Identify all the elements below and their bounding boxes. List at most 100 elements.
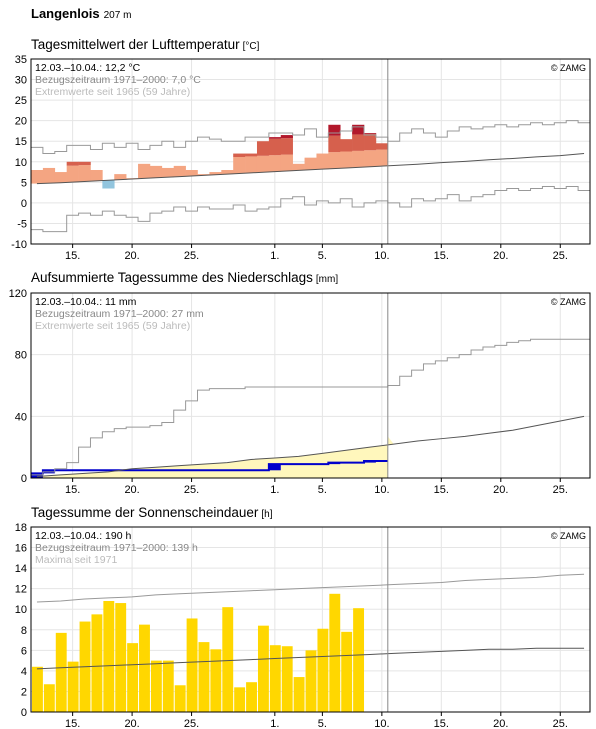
temp-x-tick-label: 1. xyxy=(270,250,279,262)
sun-bar xyxy=(222,607,234,712)
temp-normal-line xyxy=(36,153,585,185)
sun-bar xyxy=(43,684,55,712)
temp-legend-entry: Extremwerte seit 1965 (59 Jahre) xyxy=(35,86,190,98)
precip-y-tick-label: 40 xyxy=(15,411,27,423)
temp-anomaly-bar xyxy=(268,138,282,156)
sun-x-tick-label: 5. xyxy=(318,718,327,729)
sunshine-title-text: Tagessumme der Sonnenscheindauer xyxy=(31,505,259,520)
temp-anomaly-bar xyxy=(340,151,353,168)
precip-legend-entry: Extremwerte seit 1965 (59 Jahre) xyxy=(35,320,190,332)
temp-anomaly-bar xyxy=(197,174,210,176)
sun-x-tick-label: 25. xyxy=(553,718,568,729)
sun-bar xyxy=(234,687,246,712)
temp-anomaly-bar xyxy=(114,174,127,180)
temp-anomaly-bar xyxy=(233,153,246,158)
sun-x-tick-label: 15. xyxy=(434,718,449,729)
precip-x-tick-label: 20. xyxy=(124,484,139,496)
temp-y-tick-label: 35 xyxy=(15,54,27,66)
sun-y-tick-label: 18 xyxy=(15,522,27,534)
sun-x-tick-label: 20. xyxy=(493,718,508,729)
temp-x-tick-label: 10. xyxy=(374,250,389,262)
temp-y-tick-label: 25 xyxy=(15,95,27,107)
temp-y-tick-label: -10 xyxy=(11,239,27,251)
precip-legend-entry: 12.03.–10.04.: 11 mm xyxy=(35,296,137,308)
temp-anomaly-bar xyxy=(31,170,44,184)
temp-anomaly-bar xyxy=(138,163,151,179)
sun-bar xyxy=(127,643,139,712)
temp-anomaly-bar xyxy=(352,134,365,151)
sunshine-chart-title: Tagessumme der Sonnenscheindauer [h] xyxy=(31,505,273,520)
precip-x-tick-label: 25. xyxy=(553,484,568,496)
temp-x-tick-label: 15. xyxy=(434,250,449,262)
temp-anomaly-bar xyxy=(292,163,305,171)
sun-copyright: © ZAMG xyxy=(551,531,586,541)
temp-anomaly-bar xyxy=(149,165,163,178)
precipitation-chart: 0 40 80 120 15. 20. 25. 1. 5. 10. 15. 20. 25. 12.03.–… xyxy=(9,288,591,496)
temp-anomaly-bar xyxy=(280,154,293,172)
station-altitude: 207 m xyxy=(103,10,132,21)
temp-anomaly-bar xyxy=(328,152,341,169)
temp-anomaly-bar xyxy=(280,138,293,155)
precip-x-tick-label: 1. xyxy=(270,484,279,496)
temp-legend-entry: 12.03.–10.04.: 12,2 °C xyxy=(35,62,141,74)
station-name: Langenlois xyxy=(31,6,100,21)
sun-bar xyxy=(353,608,365,712)
temp-anomaly-bar xyxy=(233,157,246,174)
temp-anomaly-bar xyxy=(66,161,79,166)
sun-bar xyxy=(139,624,150,712)
temp-anomaly-bar xyxy=(352,124,365,135)
sun-legend-entry: Bezugszeitraum 1971–2000: 139 h xyxy=(35,542,198,554)
sun-bar xyxy=(305,650,317,712)
sun-y-tick-label: 4 xyxy=(21,666,27,678)
sun-x-tick-label: 25. xyxy=(184,718,199,729)
sun-bar xyxy=(269,645,281,712)
sun-legend-entry: 12.03.–10.04.: 190 h xyxy=(35,530,131,542)
precip-observed-line xyxy=(31,460,388,475)
precip-y-tick-label: 80 xyxy=(15,350,27,362)
temp-anomaly-bar xyxy=(375,149,389,167)
temp-anomaly-bar xyxy=(328,135,341,153)
sun-bar xyxy=(67,661,79,712)
temp-anomaly-bar xyxy=(364,133,377,134)
sun-y-tick-label: 2 xyxy=(21,686,27,698)
sun-bar xyxy=(55,632,67,712)
temp-x-tick-label: 15. xyxy=(65,250,80,262)
temp-anomaly-bar xyxy=(90,170,103,181)
temp-anomaly-bar xyxy=(268,137,282,139)
sun-bar xyxy=(115,603,127,712)
temp-anomaly-bar xyxy=(54,172,67,183)
precip-x-tick-label: 15. xyxy=(434,484,449,496)
precip-daily-increment xyxy=(364,461,376,463)
sun-bar xyxy=(186,618,198,712)
temperature-unit: [°C] xyxy=(242,41,260,52)
precip-copyright: © ZAMG xyxy=(551,297,586,307)
precipitation-unit: [mm] xyxy=(315,274,339,285)
precip-daily-increment xyxy=(268,464,281,471)
temp-x-tick-label: 5. xyxy=(318,250,327,262)
sun-bar xyxy=(103,601,115,712)
temp-anomaly-bar xyxy=(364,133,377,151)
temp-y-tick-label: 20 xyxy=(15,116,27,128)
temp-anomaly-bar xyxy=(185,170,198,176)
precip-daily-increment xyxy=(328,462,341,465)
precip-x-tick-label: 15. xyxy=(65,484,80,496)
temperature-chart: -10 -5 0 5 10 15 20 25 30 35 15. 20. 25. 1. 5. 10. 15. 20… xyxy=(11,54,591,262)
sun-bar xyxy=(257,625,269,712)
temp-x-tick-label: 25. xyxy=(184,250,199,262)
sun-maxima-line xyxy=(36,573,585,603)
sun-plot-frame xyxy=(30,526,591,713)
temp-anomaly-bar xyxy=(209,172,222,175)
temp-y-tick-label: 0 xyxy=(21,198,27,210)
sun-bar xyxy=(91,614,103,712)
sun-x-tick-label: 15. xyxy=(65,718,80,729)
temp-anomaly-bar xyxy=(78,165,91,182)
temp-anomaly-bar xyxy=(245,156,258,173)
temp-copyright: © ZAMG xyxy=(551,63,586,73)
temp-anomaly-bar xyxy=(256,155,270,173)
temp-anomaly-bar xyxy=(340,139,353,152)
temp-anomaly-bar xyxy=(78,161,91,166)
temp-anomaly-bar xyxy=(161,167,175,178)
temp-y-tick-label: 15 xyxy=(15,136,27,148)
precip-daily-increment xyxy=(31,473,43,478)
sun-bar xyxy=(293,677,305,712)
